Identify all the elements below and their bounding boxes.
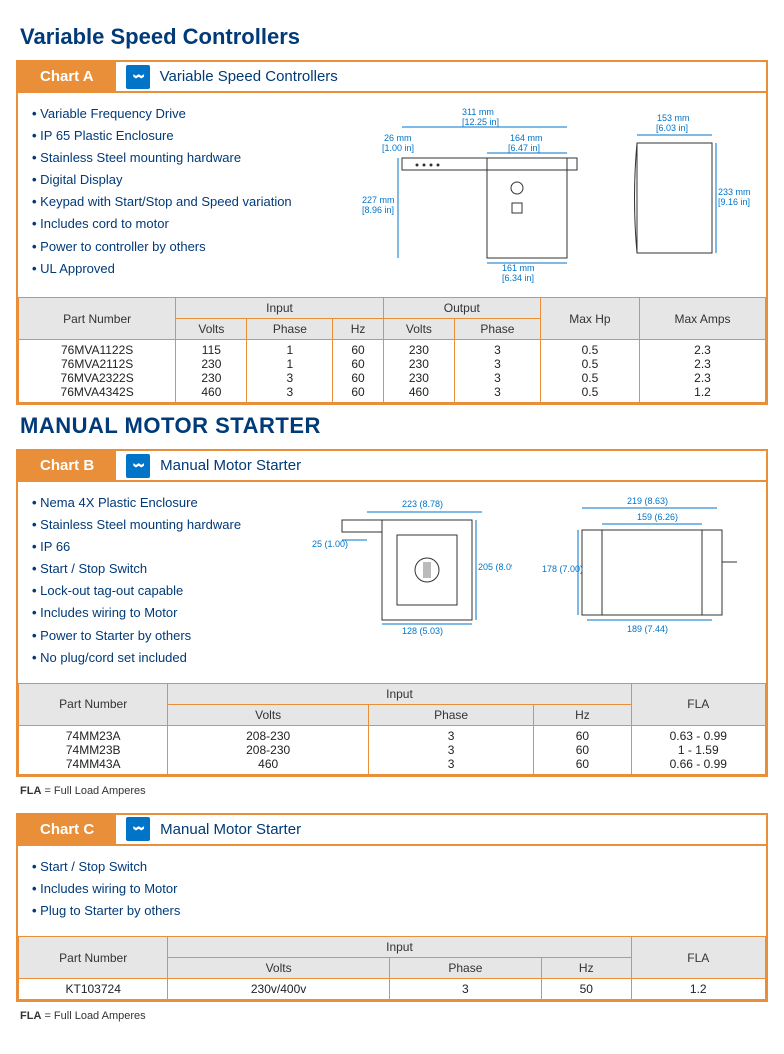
chart-a-side-diagram: 153 mm [6.03 in] 233 mm [9.16 in] [622, 103, 752, 283]
svg-text:[12.25 in]: [12.25 in] [462, 117, 499, 127]
svg-text:178 (7.00): 178 (7.00) [542, 564, 583, 574]
feature-item: IP 66 [32, 536, 241, 558]
svg-text:189 (7.44): 189 (7.44) [627, 624, 668, 634]
chart-b-table: Part Number Input FLA Volts Phase Hz 74M… [18, 683, 766, 775]
chart-b-label: Chart B [18, 451, 116, 480]
chart-a-panel-title: Variable Speed Controllers [160, 68, 338, 85]
water-icon [126, 65, 150, 89]
feature-item: No plug/cord set included [32, 647, 241, 669]
chart-a-diagrams: 311 mm [12.25 in] 26 mm [1.00 in] 164 mm… [312, 103, 752, 283]
table-cell: 74MM23A74MM23B74MM43A [19, 725, 168, 774]
chart-b-header: Chart B Manual Motor Starter [18, 451, 766, 482]
col-maxamps: Max Amps [640, 298, 766, 340]
svg-text:233 mm: 233 mm [718, 187, 751, 197]
svg-text:[1.00 in]: [1.00 in] [382, 143, 414, 153]
feature-item: Lock-out tag-out capable [32, 580, 241, 602]
col-maxhp: Max Hp [540, 298, 639, 340]
table-cell: 333 [368, 725, 533, 774]
chart-b-footnote: FLA = Full Load Amperes [20, 785, 768, 797]
water-icon [126, 817, 150, 841]
feature-item: Plug to Starter by others [32, 900, 180, 922]
svg-text:164 mm: 164 mm [510, 133, 543, 143]
section-b-title: MANUAL MOTOR STARTER [20, 413, 768, 439]
chart-a-panel: Chart A Variable Speed Controllers Varia… [16, 60, 768, 405]
chart-a-label: Chart A [18, 62, 116, 91]
feature-item: Start / Stop Switch [32, 856, 180, 878]
chart-c-footnote: FLA = Full Load Amperes [20, 1010, 768, 1022]
table-cell: 606060 [534, 725, 631, 774]
col-input: Input [176, 298, 384, 319]
chart-c-features: Start / Stop SwitchIncludes wiring to Mo… [32, 856, 180, 922]
svg-text:159 (6.26): 159 (6.26) [637, 512, 678, 522]
table-cell: 230230230460 [383, 340, 454, 403]
feature-item: Includes cord to motor [32, 213, 292, 235]
table-cell: 76MVA1122S76MVA2112S76MVA2322S76MVA4342S [19, 340, 176, 403]
chart-b-features: Nema 4X Plastic EnclosureStainless Steel… [32, 492, 241, 669]
chart-b-front-diagram: 223 (8.78) 25 (1.00) 205 (8.09) 128 (5.0… [312, 492, 512, 642]
svg-text:[6.47 in]: [6.47 in] [508, 143, 540, 153]
chart-c-header: Chart C Manual Motor Starter [18, 815, 766, 846]
svg-text:227 mm: 227 mm [362, 195, 395, 205]
feature-item: Stainless Steel mounting hardware [32, 514, 241, 536]
chart-b-side-diagram: 219 (8.63) 159 (6.26) 178 (7.00) 189 (7.… [542, 492, 752, 642]
chart-b-panel: Chart B Manual Motor Starter Nema 4X Pla… [16, 449, 768, 777]
feature-item: Stainless Steel mounting hardware [32, 147, 292, 169]
feature-item: Digital Display [32, 169, 292, 191]
chart-a-feature-list: Variable Frequency DriveIP 65 Plastic En… [32, 103, 292, 280]
table-cell: 1133 [247, 340, 333, 403]
section-a-title: Variable Speed Controllers [20, 24, 768, 50]
svg-text:[8.96 in]: [8.96 in] [362, 205, 394, 215]
table-cell: 230v/400v [168, 979, 389, 1000]
table-cell: 3 [389, 979, 541, 1000]
svg-text:205 (8.09): 205 (8.09) [478, 562, 512, 572]
chart-a-table: Part Number Input Output Max Hp Max Amps… [18, 297, 766, 403]
chart-c-table: Part Number Input FLA Volts Phase Hz KT1… [18, 936, 766, 1000]
feature-item: Nema 4X Plastic Enclosure [32, 492, 241, 514]
feature-item: Includes wiring to Motor [32, 878, 180, 900]
svg-text:153 mm: 153 mm [657, 113, 690, 123]
svg-text:311 mm: 311 mm [462, 107, 494, 117]
chart-b-panel-title: Manual Motor Starter [160, 457, 301, 474]
feature-item: IP 65 Plastic Enclosure [32, 125, 292, 147]
chart-c-panel-title: Manual Motor Starter [160, 821, 301, 838]
svg-text:223 (8.78): 223 (8.78) [402, 499, 443, 509]
chart-a-features: Variable Frequency DriveIP 65 Plastic En… [32, 103, 292, 283]
svg-text:[9.16 in]: [9.16 in] [718, 197, 750, 207]
table-cell: 1.2 [631, 979, 765, 1000]
feature-item: Variable Frequency Drive [32, 103, 292, 125]
table-cell: 208-230208-230460 [168, 725, 369, 774]
chart-c-label: Chart C [18, 815, 116, 844]
chart-a-front-diagram: 311 mm [12.25 in] 26 mm [1.00 in] 164 mm… [362, 103, 592, 283]
svg-text:[6.03 in]: [6.03 in] [656, 123, 688, 133]
table-cell: 60606060 [333, 340, 384, 403]
table-cell: 0.63 - 0.991 - 1.590.66 - 0.99 [631, 725, 765, 774]
water-icon [126, 454, 150, 478]
col-part-number: Part Number [19, 298, 176, 340]
chart-c-feature-list: Start / Stop SwitchIncludes wiring to Mo… [32, 856, 180, 922]
feature-item: Power to controller by others [32, 236, 292, 258]
svg-text:26 mm: 26 mm [384, 133, 412, 143]
chart-a-header: Chart A Variable Speed Controllers [18, 62, 766, 93]
chart-b-diagrams: 223 (8.78) 25 (1.00) 205 (8.09) 128 (5.0… [261, 492, 752, 669]
chart-c-panel: Chart C Manual Motor Starter Start / Sto… [16, 813, 768, 1002]
col-output: Output [383, 298, 540, 319]
table-cell: 0.50.50.50.5 [540, 340, 639, 403]
table-cell: 3333 [455, 340, 541, 403]
svg-text:219 (8.63): 219 (8.63) [627, 496, 668, 506]
svg-text:[6.34 in]: [6.34 in] [502, 273, 534, 283]
table-cell: 115230230460 [176, 340, 247, 403]
svg-text:128 (5.03): 128 (5.03) [402, 626, 443, 636]
table-cell: 50 [541, 979, 631, 1000]
svg-text:161 mm: 161 mm [502, 263, 535, 273]
table-cell: KT103724 [19, 979, 168, 1000]
feature-item: Includes wiring to Motor [32, 602, 241, 624]
feature-item: Start / Stop Switch [32, 558, 241, 580]
table-cell: 2.32.32.31.2 [640, 340, 766, 403]
chart-b-feature-list: Nema 4X Plastic EnclosureStainless Steel… [32, 492, 241, 669]
feature-item: UL Approved [32, 258, 292, 280]
feature-item: Power to Starter by others [32, 625, 241, 647]
feature-item: Keypad with Start/Stop and Speed variati… [32, 191, 292, 213]
